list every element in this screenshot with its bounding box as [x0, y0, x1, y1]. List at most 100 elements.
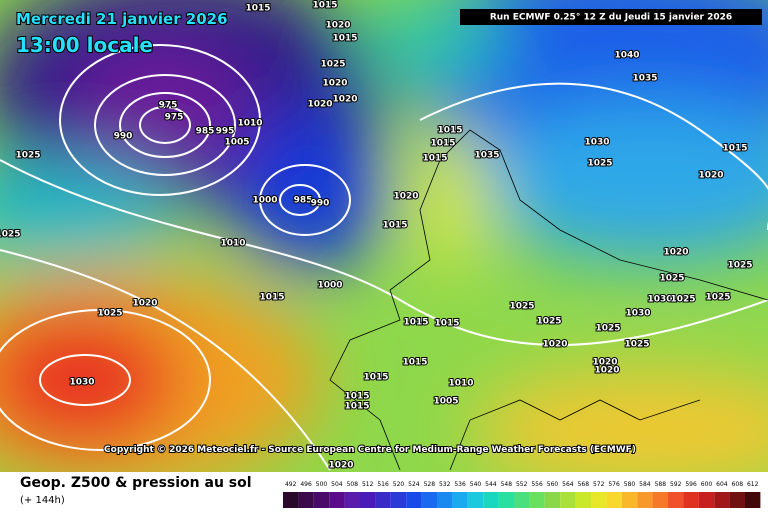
- scale-label: 572: [593, 481, 605, 488]
- scale-label: 608: [732, 481, 744, 488]
- scale-swatch: [606, 492, 622, 508]
- isobar-label: 1015: [312, 1, 337, 11]
- scale-swatch: [483, 492, 499, 508]
- isobar-label: 1015: [722, 144, 747, 154]
- scale-swatch: [283, 492, 299, 508]
- scale-swatch: [621, 492, 638, 508]
- isobar-label: 1010: [448, 379, 473, 389]
- coastlines: [329, 129, 768, 471]
- scale-swatch: [329, 492, 345, 508]
- scale-swatch: [745, 492, 761, 508]
- scale-label: 596: [685, 481, 697, 488]
- isobar-label: 1020: [393, 192, 418, 202]
- time: 13:00 locale: [16, 33, 153, 57]
- scale-label: 612: [747, 481, 759, 488]
- scale-label: 592: [670, 481, 682, 488]
- isobar-label: 1020: [542, 340, 567, 350]
- scale-swatch: [714, 492, 730, 508]
- scale-label: 528: [424, 481, 436, 488]
- isobar-label: 1020: [307, 100, 332, 110]
- scale-swatch: [683, 492, 699, 508]
- scale-swatch: [421, 492, 437, 508]
- date: Mercredi 21 janvier 2026: [16, 10, 228, 28]
- scale-label: 552: [516, 481, 528, 488]
- scale-swatch: [544, 492, 561, 508]
- isobar-label: 1025: [670, 295, 695, 305]
- isobar-label: 1015: [259, 293, 284, 303]
- scale-label: 604: [716, 481, 728, 488]
- scale-swatch: [467, 492, 484, 508]
- isobar-label: 1015: [245, 4, 270, 14]
- run-info: Run ECMWF 0.25° 12 Z du Jeudi 15 janvier…: [490, 13, 732, 23]
- isobar-label: 1030: [647, 295, 672, 305]
- scale-label: 600: [701, 481, 713, 488]
- isobar-label: 1015: [437, 126, 462, 136]
- isobar-label: 1020: [325, 21, 350, 31]
- isobar-label: 995: [216, 127, 235, 137]
- isobar-label: 1040: [614, 51, 639, 61]
- scale-label: 536: [454, 481, 466, 488]
- isobar-label: 1030: [584, 138, 609, 148]
- isobar-label: 1025: [509, 302, 534, 312]
- isobar-label: 1035: [474, 151, 499, 161]
- scale-label: 508: [347, 481, 359, 488]
- scale-label: 568: [578, 481, 590, 488]
- isobar-label: 1025: [705, 293, 730, 303]
- isobar-label: 1015: [332, 34, 357, 44]
- isobar-label: 1015: [422, 154, 447, 164]
- scale-label: 496: [300, 481, 312, 488]
- isobar-label: 1015: [434, 319, 459, 329]
- isobar-label: 1025: [727, 261, 752, 271]
- isobar-label: 1025: [0, 230, 21, 240]
- isobar-label: 1035: [632, 74, 657, 84]
- scale-label: 524: [408, 481, 420, 488]
- scale-swatch: [298, 492, 314, 508]
- scale-label: 512: [362, 481, 374, 488]
- scale-label: 564: [562, 481, 574, 488]
- footer-title: Geop. Z500 & pression au sol: [20, 475, 252, 491]
- isobar-label: 1000: [252, 196, 277, 206]
- isobar-label: 985: [196, 127, 215, 137]
- isobar-label: 1025: [624, 340, 649, 350]
- isobar-label: 1015: [382, 221, 407, 231]
- scale-swatch: [514, 492, 530, 508]
- isobar-label: 1005: [433, 397, 458, 407]
- isobar-label: 1025: [536, 317, 561, 327]
- isobar-label: 1020: [698, 171, 723, 181]
- footer-lead: (+ 144h): [20, 495, 65, 506]
- isobar-label: 1000: [317, 281, 342, 291]
- scale-label: 492: [285, 481, 297, 488]
- copyright: Copyright © 2026 Meteociel.fr - Source E…: [104, 445, 636, 455]
- isobar-label: 975: [159, 101, 178, 111]
- scale-label: 516: [377, 481, 389, 488]
- isobar-label: 1015: [403, 318, 428, 328]
- scale-swatch: [360, 492, 376, 508]
- scale-label: 576: [608, 481, 620, 488]
- isobar-label: 1030: [69, 378, 94, 388]
- scale-label: 504: [331, 481, 343, 488]
- isobar-label: 1025: [595, 324, 620, 334]
- scale-swatch: [344, 492, 360, 508]
- isobars: [0, 44, 768, 471]
- scale-label: 588: [655, 481, 667, 488]
- scale-label: 580: [624, 481, 636, 488]
- isobar-label: 1020: [594, 366, 619, 376]
- scale-label: 544: [485, 481, 497, 488]
- isobar-label: 990: [311, 199, 330, 209]
- isobar-label: 985: [294, 196, 313, 206]
- isobar-label: 1015: [430, 139, 455, 149]
- scale-swatch: [698, 492, 715, 508]
- isobar-label: 1015: [363, 373, 388, 383]
- scale-swatch: [498, 492, 514, 508]
- scale-swatch: [452, 492, 468, 508]
- scale-swatch: [637, 492, 653, 508]
- isobar-label: 1020: [322, 79, 347, 89]
- scale-swatch: [529, 492, 545, 508]
- scale-label: 548: [501, 481, 513, 488]
- scale-swatch: [313, 492, 330, 508]
- scale-swatch: [437, 492, 453, 508]
- isobar-label: 1025: [659, 274, 684, 284]
- scale-swatch: [375, 492, 391, 508]
